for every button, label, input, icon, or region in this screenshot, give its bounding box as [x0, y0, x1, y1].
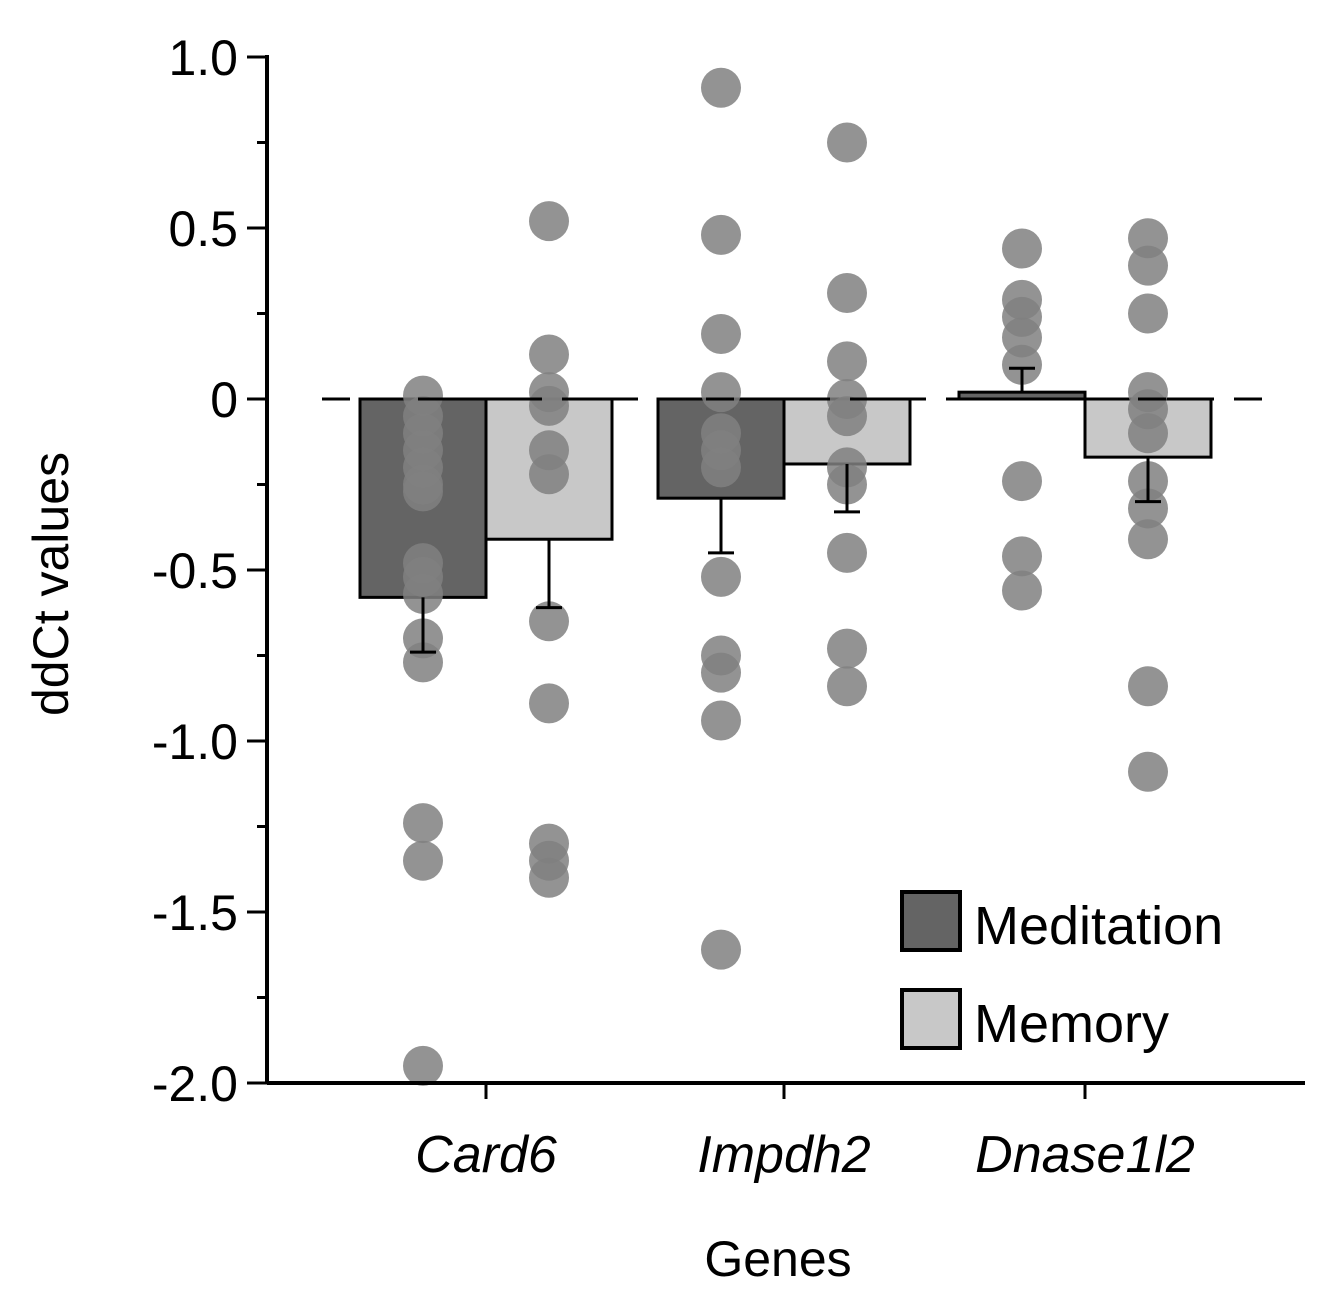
point-meditation-dnase1l2-5	[1002, 461, 1042, 502]
point-meditation-impdh2-11	[701, 929, 741, 970]
point-meditation-card6-9	[403, 573, 443, 614]
point-memory-impdh2-0	[827, 122, 867, 163]
y-tick-label-1: 0.5	[168, 201, 238, 257]
y-tick-label-4: -1.0	[152, 714, 238, 770]
point-memory-impdh2-7	[827, 532, 867, 573]
point-meditation-card6-6	[403, 471, 443, 512]
point-memory-dnase1l2-5	[1128, 413, 1168, 454]
point-meditation-impdh2-9	[701, 652, 741, 693]
point-meditation-impdh2-2	[701, 314, 741, 355]
x-tick-label-dnase1l2: Dnase1l2	[975, 1126, 1195, 1184]
point-meditation-card6-12	[403, 803, 443, 844]
point-meditation-impdh2-1	[701, 214, 741, 255]
point-meditation-dnase1l2-3	[1002, 317, 1042, 358]
point-meditation-impdh2-0	[701, 67, 741, 108]
point-memory-card6-5	[529, 454, 569, 495]
x-axis-title: Genes	[704, 1231, 851, 1287]
y-tick-label-5: -1.5	[152, 885, 238, 941]
point-meditation-dnase1l2-4	[1002, 344, 1042, 385]
legend-swatch-memory	[900, 988, 962, 1050]
y-tick-label-0: 1.0	[168, 30, 238, 86]
point-memory-impdh2-8	[827, 628, 867, 669]
point-memory-dnase1l2-10	[1128, 751, 1168, 792]
axes-layer: Card6 Impdh2 Dnase1l2 1.0 0.5 0 -0.5 -1.0 -1.5 -2…	[152, 30, 1305, 1184]
point-memory-card6-10	[529, 857, 569, 898]
point-memory-impdh2-1	[827, 272, 867, 313]
point-meditation-card6-14	[403, 1045, 443, 1086]
point-meditation-impdh2-3	[701, 372, 741, 413]
y-axis-title: ddCt values	[23, 452, 79, 716]
point-meditation-dnase1l2-6	[1002, 536, 1042, 577]
point-memory-dnase1l2-0	[1128, 218, 1168, 259]
point-memory-card6-6	[529, 601, 569, 642]
point-meditation-dnase1l2-7	[1002, 570, 1042, 611]
legend-label-meditation: Meditation	[974, 896, 1223, 956]
bars-layer	[358, 390, 1213, 599]
point-memory-card6-7	[529, 683, 569, 724]
legend-label-memory: Memory	[974, 994, 1169, 1054]
point-memory-dnase1l2-9	[1128, 666, 1168, 707]
point-memory-impdh2-2	[827, 341, 867, 382]
point-memory-card6-3	[529, 385, 569, 426]
point-memory-card6-1	[529, 334, 569, 375]
point-meditation-impdh2-7	[701, 556, 741, 597]
point-memory-dnase1l2-1	[1128, 245, 1168, 286]
point-memory-impdh2-4	[827, 396, 867, 437]
point-memory-dnase1l2-8	[1128, 519, 1168, 560]
x-tick-label-card6: Card6	[415, 1126, 557, 1184]
y-tick-label-2: 0	[210, 372, 238, 428]
legend-swatch-meditation	[900, 890, 962, 952]
point-memory-card6-0	[529, 201, 569, 242]
legend: Meditation Memory	[900, 890, 1223, 1054]
point-meditation-impdh2-6	[701, 447, 741, 488]
point-memory-dnase1l2-2	[1128, 293, 1168, 334]
points-layer	[403, 67, 1168, 1086]
y-tick-label-3: -0.5	[152, 543, 238, 599]
point-meditation-dnase1l2-0	[1002, 228, 1042, 269]
point-memory-dnase1l2-7	[1128, 488, 1168, 529]
error-bars-layer	[410, 366, 1161, 654]
x-tick-label-impdh2: Impdh2	[697, 1126, 871, 1184]
y-tick-label-6: -2.0	[152, 1056, 238, 1112]
point-memory-impdh2-9	[827, 666, 867, 707]
point-meditation-card6-13	[403, 840, 443, 881]
point-meditation-impdh2-10	[701, 700, 741, 741]
